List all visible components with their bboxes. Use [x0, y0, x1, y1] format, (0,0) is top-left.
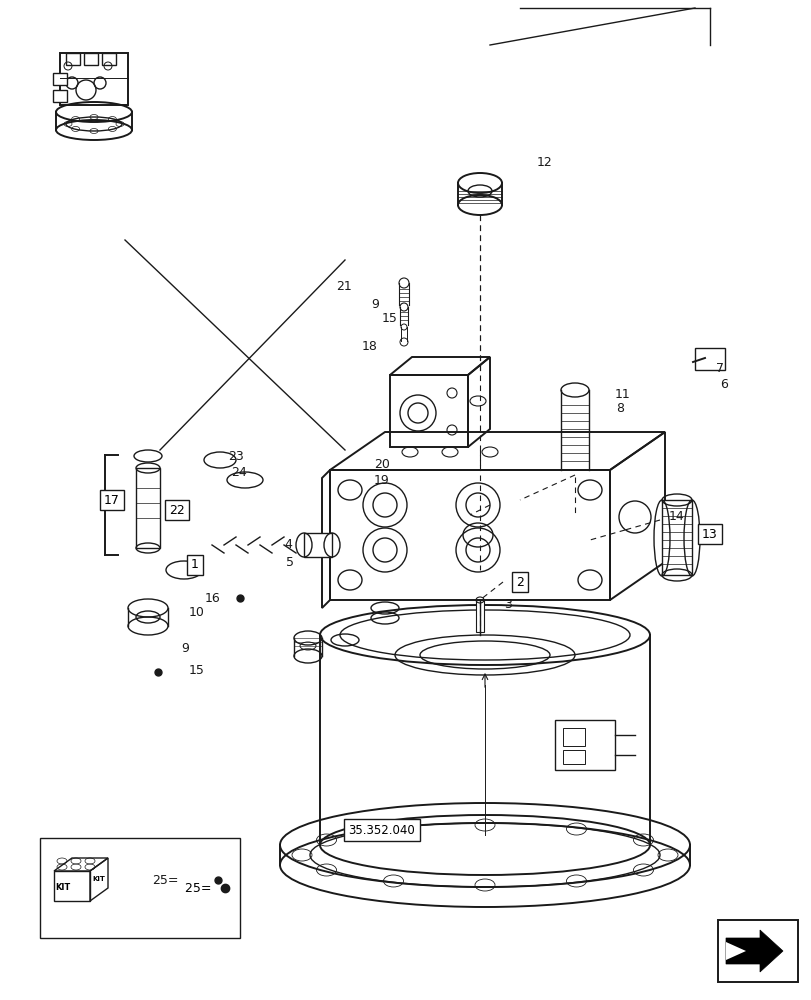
Text: 18: 18: [362, 340, 377, 354]
Text: KIT: KIT: [55, 884, 71, 892]
Text: 8: 8: [616, 401, 623, 414]
Text: 22: 22: [169, 504, 185, 516]
Text: 20: 20: [374, 458, 389, 471]
Text: 15: 15: [382, 312, 397, 324]
Bar: [562, 728, 584, 746]
Text: 11: 11: [615, 387, 630, 400]
Bar: [60, 53, 128, 105]
Text: 5: 5: [285, 556, 294, 570]
Bar: [40, 838, 240, 938]
Text: KIT: KIT: [92, 876, 105, 882]
Bar: [66, 53, 80, 65]
Text: 15: 15: [189, 664, 204, 676]
Bar: [84, 53, 98, 65]
Bar: [54, 871, 90, 901]
Bar: [717, 920, 797, 982]
Text: 17: 17: [104, 493, 120, 506]
Bar: [389, 375, 467, 447]
Bar: [475, 600, 483, 632]
Text: 9: 9: [181, 642, 189, 654]
Text: 19: 19: [374, 474, 389, 487]
Text: 10: 10: [189, 605, 204, 618]
Text: 4: 4: [284, 538, 292, 552]
Text: 13: 13: [702, 528, 717, 540]
Bar: [554, 720, 614, 770]
Text: 35.352.040: 35.352.040: [348, 824, 415, 836]
Text: 9: 9: [371, 298, 379, 312]
Polygon shape: [725, 930, 782, 972]
Text: 7: 7: [715, 361, 723, 374]
Bar: [102, 53, 116, 65]
Text: 14: 14: [668, 510, 684, 522]
Polygon shape: [725, 942, 745, 960]
Text: 2: 2: [516, 576, 523, 588]
Text: 25=: 25=: [185, 882, 215, 894]
Bar: [53, 73, 67, 85]
Bar: [135, 468, 160, 548]
Bar: [329, 470, 609, 600]
Bar: [694, 348, 724, 370]
Text: 25=: 25=: [152, 874, 178, 886]
Text: 12: 12: [536, 156, 552, 169]
Text: 21: 21: [336, 280, 351, 294]
Text: 24: 24: [231, 466, 247, 480]
Text: 6: 6: [719, 378, 727, 391]
Text: 23: 23: [228, 450, 243, 462]
Bar: [53, 90, 67, 102]
Bar: [562, 750, 584, 764]
Text: 1: 1: [191, 558, 199, 572]
Text: 3: 3: [504, 598, 511, 611]
Bar: [303, 533, 332, 557]
Bar: [661, 500, 691, 575]
Text: 16: 16: [205, 591, 221, 604]
